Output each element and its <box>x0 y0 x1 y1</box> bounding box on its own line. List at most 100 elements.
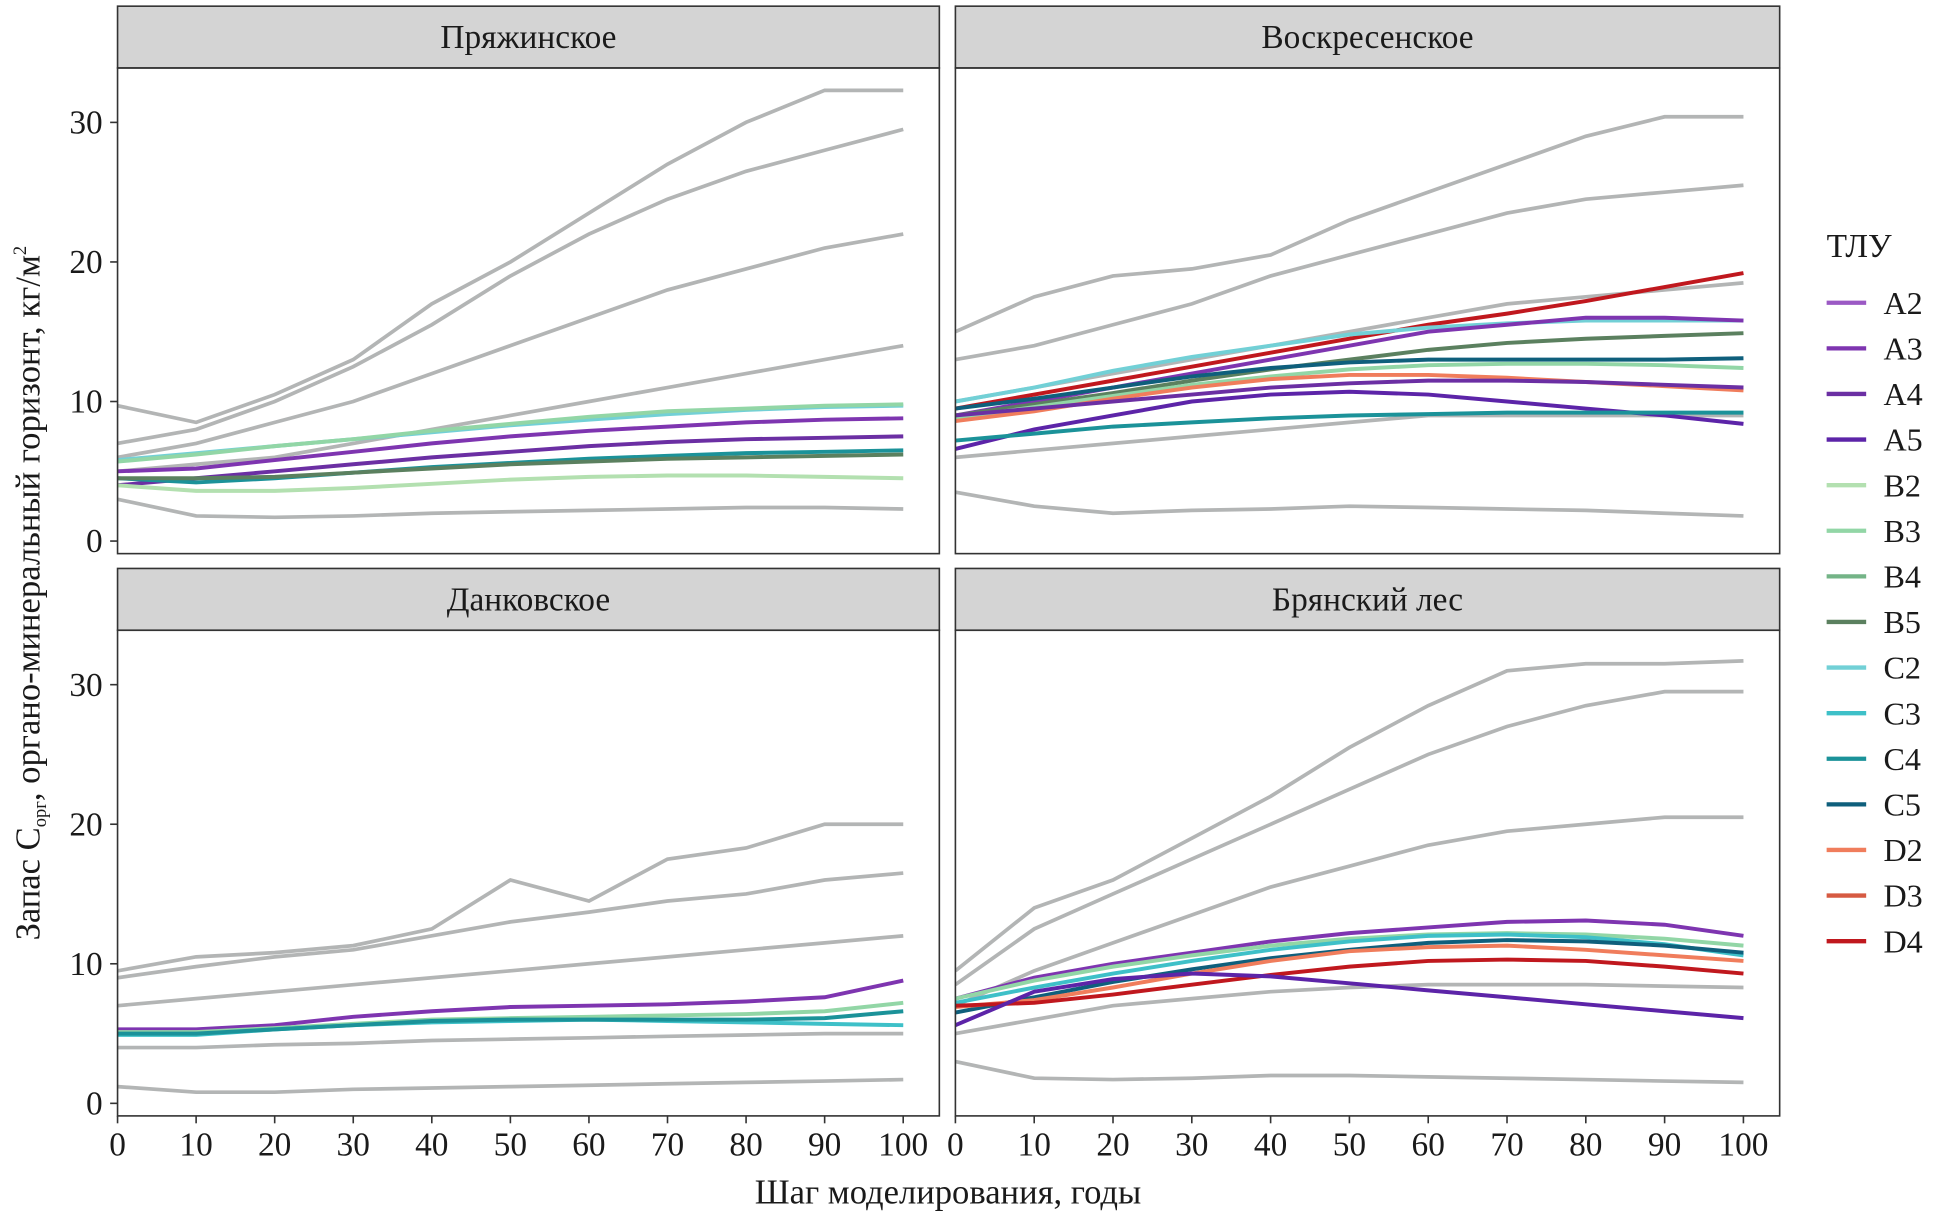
panel-border <box>954 629 1781 1117</box>
series-line <box>117 1009 904 1036</box>
background-line <box>955 689 1744 987</box>
y-tick-label: 20 <box>69 244 102 281</box>
series-line <box>955 356 1744 411</box>
panel-border <box>116 629 941 1117</box>
background-line <box>955 413 1744 460</box>
background-line <box>117 88 904 425</box>
legend-label: A4 <box>1883 376 1922 412</box>
legend-label: B4 <box>1883 558 1921 594</box>
series-line <box>955 271 1744 411</box>
panel-border <box>116 67 941 555</box>
series-line <box>117 416 904 474</box>
legend-label: D3 <box>1883 878 1922 914</box>
y-tick-label: 10 <box>69 384 102 421</box>
x-tick-label: 70 <box>1490 1126 1523 1163</box>
series-line <box>955 957 1744 1008</box>
legend-label: C2 <box>1883 650 1921 686</box>
legend-label: A2 <box>1883 285 1922 321</box>
background-line <box>117 127 904 446</box>
legend-label: A3 <box>1883 330 1922 366</box>
x-tick-label: 70 <box>651 1126 684 1163</box>
y-label-subscript: орг <box>30 801 51 828</box>
background-line <box>117 1031 904 1050</box>
x-tick-label: 30 <box>337 1126 370 1163</box>
x-tick-label: 100 <box>1718 1126 1768 1163</box>
x-tick-label: 10 <box>1018 1126 1051 1163</box>
x-tick-label: 80 <box>1569 1126 1602 1163</box>
background-line <box>117 343 904 474</box>
background-line <box>955 659 1744 973</box>
y-tick-label: 20 <box>69 806 102 843</box>
x-tick-label: 30 <box>1175 1126 1208 1163</box>
x-tick-label: 50 <box>494 1126 527 1163</box>
legend-label: D2 <box>1883 832 1922 868</box>
background-line <box>117 871 904 980</box>
series-line <box>955 318 1744 404</box>
legend-label: B2 <box>1883 467 1921 503</box>
facet-title: Данковское <box>447 581 610 618</box>
x-tick-label: 90 <box>808 1126 841 1163</box>
series-line <box>955 378 1744 418</box>
plot-area <box>955 659 1744 1085</box>
x-tick-label: 100 <box>878 1126 928 1163</box>
y-tick-label: 30 <box>69 105 102 142</box>
plot-area <box>955 114 1744 518</box>
legend-label: A5 <box>1883 422 1922 458</box>
y-tick-label: 0 <box>86 1085 103 1122</box>
series-line <box>955 331 1744 418</box>
y-tick-label: 10 <box>69 946 102 983</box>
x-tick-label: 20 <box>258 1126 291 1163</box>
series-line <box>117 452 904 481</box>
x-tick-label: 20 <box>1096 1126 1129 1163</box>
facet-strip <box>116 5 941 69</box>
legend-label: C5 <box>1883 786 1921 822</box>
y-axis-label: Запас Cорг, органо-минеральный горизонт,… <box>10 246 51 941</box>
x-tick-label: 0 <box>947 1126 964 1163</box>
series-line <box>117 402 904 464</box>
background-line <box>117 497 904 520</box>
legend-title: ТЛУ <box>1827 228 1892 265</box>
x-tick-label: 10 <box>179 1126 212 1163</box>
series-line <box>955 410 1744 443</box>
background-line <box>955 982 1744 1036</box>
x-tick-label: 40 <box>415 1126 448 1163</box>
y-tick-label: 0 <box>86 523 103 560</box>
series-line <box>955 943 1744 1010</box>
series-line <box>955 971 1744 1028</box>
x-tick-label: 60 <box>1412 1126 1445 1163</box>
x-tick-label: 50 <box>1333 1126 1366 1163</box>
y-label-part: Запас C <box>10 827 48 940</box>
background-line <box>117 232 904 460</box>
background-line <box>117 934 904 1008</box>
legend-label: C4 <box>1883 741 1921 777</box>
background-line <box>955 183 1744 362</box>
facet-title: Воскресенское <box>1261 19 1473 56</box>
x-tick-label: 80 <box>729 1126 762 1163</box>
series-line <box>117 978 904 1032</box>
background-line <box>955 815 1744 1008</box>
background-line <box>117 822 904 973</box>
y-tick-label: 30 <box>69 667 102 704</box>
panel-border <box>954 67 1781 555</box>
facet-strip <box>954 567 1781 632</box>
legend-label: B3 <box>1883 513 1921 549</box>
facet-strip <box>116 567 941 632</box>
x-tick-label: 60 <box>572 1126 605 1163</box>
x-tick-label: 0 <box>109 1126 126 1163</box>
plot-area <box>117 822 904 1095</box>
facet-title: Пряжинское <box>440 19 616 56</box>
series-line <box>955 932 1744 1005</box>
x-axis-label: Шаг моделирования, годы <box>755 1174 1142 1212</box>
background-line <box>955 490 1744 518</box>
y-label-part: , органо-минеральный горизонт, кг/м <box>10 255 48 801</box>
x-tick-label: 90 <box>1648 1126 1681 1163</box>
background-line <box>117 1077 904 1095</box>
x-tick-label: 40 <box>1254 1126 1287 1163</box>
series-line <box>117 434 904 488</box>
plot-area <box>117 88 904 520</box>
background-line <box>955 114 1744 334</box>
series-line <box>117 473 904 493</box>
y-label-superscript: 2 <box>10 246 31 255</box>
